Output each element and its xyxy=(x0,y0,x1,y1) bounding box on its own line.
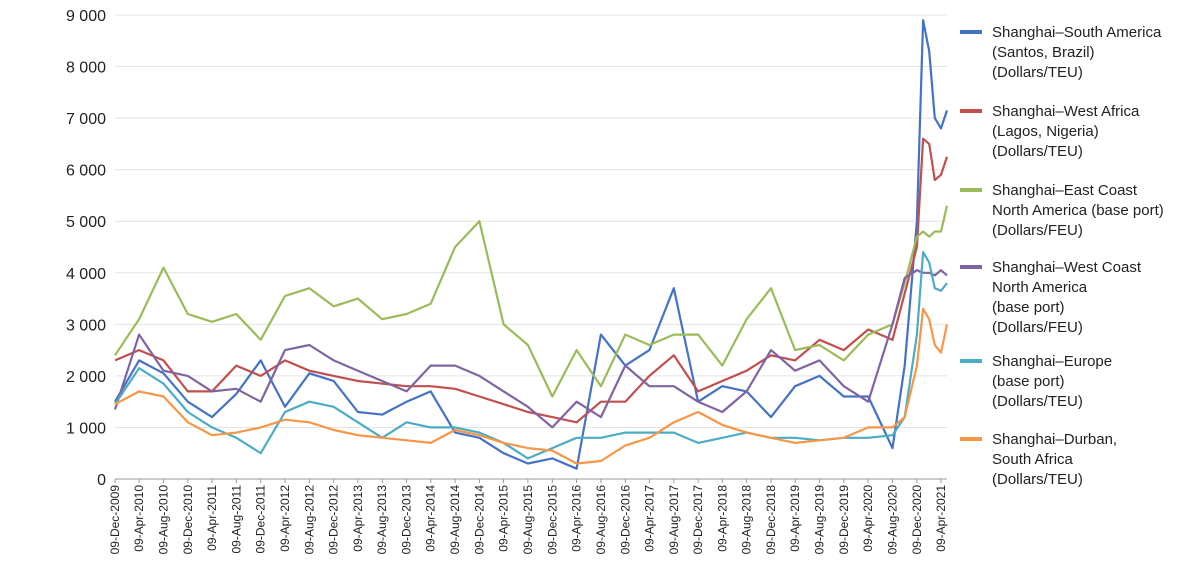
series-line-6 xyxy=(114,307,949,465)
x-tick-label: 09-Dec-2009 xyxy=(108,485,122,555)
x-tick-label: 09-Aug-2013 xyxy=(375,485,389,555)
series-line-1 xyxy=(114,19,949,470)
legend-entry-2: Shanghai–West Africa (Lagos, Nigeria) (Dol… xyxy=(960,103,1140,160)
x-tick-label: 09-Apr-2014 xyxy=(424,485,438,552)
x-tick-label: 09-Aug-2019 xyxy=(812,485,826,555)
series-lines xyxy=(113,19,949,470)
legend-entry-1: Shanghai–South America (Santos, Brazil) (D… xyxy=(960,24,1162,81)
y-tick-label: 9 000 xyxy=(66,8,106,25)
legend-label: Shanghai–East Coast xyxy=(992,182,1138,199)
legend-label: (base port) xyxy=(992,299,1065,316)
x-tick-label: 09-Dec-2017 xyxy=(691,485,705,555)
x-tick-label: 09-Apr-2021 xyxy=(934,485,948,552)
legend-label: (Dollars/TEU) xyxy=(992,393,1083,410)
legend: Shanghai–South America (Santos, Brazil) (D… xyxy=(960,24,1164,488)
x-tick-label: 09-Apr-2013 xyxy=(351,485,365,552)
series-line-4 xyxy=(113,269,948,429)
y-tick-label: 3 000 xyxy=(66,317,106,334)
x-tick-label: 09-Dec-2012 xyxy=(327,485,341,555)
x-tick-label: 09-Aug-2014 xyxy=(448,485,462,555)
legend-label: Shanghai–West Africa xyxy=(992,103,1140,120)
x-tick-label: 09-Aug-2010 xyxy=(156,485,170,555)
x-tick-label: 09-Dec-2011 xyxy=(254,485,268,554)
y-tick-label: 8 000 xyxy=(66,60,106,77)
legend-label: Shanghai–West Coast xyxy=(992,259,1142,276)
legend-label: (Lagos, Nigeria) xyxy=(992,123,1099,140)
legend-label: (Dollars/TEU) xyxy=(992,64,1083,81)
legend-entry-6: Shanghai–Durban, South Africa (Dollars/TEU… xyxy=(960,431,1117,488)
x-tick-label: 09-Aug-2011 xyxy=(229,485,243,554)
legend-label: (Dollars/FEU) xyxy=(992,222,1083,239)
x-tick-label: 09-Apr-2020 xyxy=(861,485,875,552)
y-axis-tick-labels: 0 1 000 2 000 3 000 4 000 5 000 6 000 7 000 8 00… xyxy=(66,8,106,489)
x-tick-label: 09-Apr-2012 xyxy=(278,485,292,552)
x-tick-label: 09-Apr-2011 xyxy=(205,485,219,551)
x-tick-label: 09-Dec-2018 xyxy=(764,485,778,555)
legend-label: Shanghai–Europe xyxy=(992,353,1112,370)
y-tick-label: 4 000 xyxy=(66,266,106,283)
legend-label: North America (base port) xyxy=(992,202,1164,219)
x-tick-label: 09-Apr-2016 xyxy=(570,485,584,552)
x-tick-label: 09-Aug-2015 xyxy=(521,485,535,555)
y-tick-label: 0 xyxy=(97,472,106,489)
y-tick-label: 7 000 xyxy=(66,111,106,128)
legend-label: (base port) xyxy=(992,373,1065,390)
y-tick-label: 2 000 xyxy=(66,369,106,386)
legend-label: (Dollars/TEU) xyxy=(992,143,1083,160)
legend-entry-3: Shanghai–East Coast North America (base p… xyxy=(960,182,1164,239)
x-tick-label: 09-Aug-2012 xyxy=(302,485,316,555)
x-tick-label: 09-Apr-2015 xyxy=(497,485,511,552)
series-line-5 xyxy=(114,251,948,460)
legend-label: (Dollars/TEU) xyxy=(992,471,1083,488)
legend-label: (Santos, Brazil) xyxy=(992,44,1095,61)
legend-label: (Dollars/FEU) xyxy=(992,319,1083,336)
legend-label: South Africa xyxy=(992,451,1074,468)
x-tick-label: 09-Dec-2015 xyxy=(545,485,559,555)
x-tick-label: 09-Dec-2016 xyxy=(618,485,632,555)
y-tick-label: 1 000 xyxy=(66,420,106,437)
x-tick-label: 09-Apr-2010 xyxy=(132,485,146,552)
x-tick-label: 09-Apr-2017 xyxy=(642,485,656,552)
x-tick-label: 09-Apr-2019 xyxy=(788,485,802,552)
legend-label: Shanghai–South America xyxy=(992,24,1162,41)
x-tick-label: 09-Aug-2017 xyxy=(667,485,681,555)
gridlines xyxy=(115,14,947,428)
x-tick-label: 09-Dec-2020 xyxy=(910,485,924,555)
y-tick-label: 5 000 xyxy=(66,214,106,231)
x-tick-label: 09-Aug-2016 xyxy=(594,485,608,555)
legend-entry-5: Shanghai–Europe (base port) (Dollars/TEU) xyxy=(960,353,1112,410)
x-tick-label: 09-Dec-2010 xyxy=(181,485,195,555)
y-tick-label: 6 000 xyxy=(66,163,106,180)
series-line-2 xyxy=(114,137,949,424)
axes xyxy=(114,478,947,483)
legend-entry-4: Shanghai–West Coast North America (base po… xyxy=(960,259,1142,336)
x-axis-tick-labels: 09-Dec-2009 09-Apr-2010 09-Aug-2010 09-Dec-… xyxy=(108,485,948,555)
x-tick-label: 09-Dec-2014 xyxy=(472,485,486,555)
x-tick-label: 09-Aug-2020 xyxy=(886,485,900,555)
legend-label: Shanghai–Durban, xyxy=(992,431,1117,448)
x-tick-label: 09-Apr-2018 xyxy=(715,485,729,552)
x-tick-label: 09-Aug-2018 xyxy=(740,485,754,555)
x-tick-label: 09-Dec-2019 xyxy=(837,485,851,555)
legend-label: North America xyxy=(992,279,1088,296)
x-tick-label: 09-Dec-2013 xyxy=(400,485,414,555)
